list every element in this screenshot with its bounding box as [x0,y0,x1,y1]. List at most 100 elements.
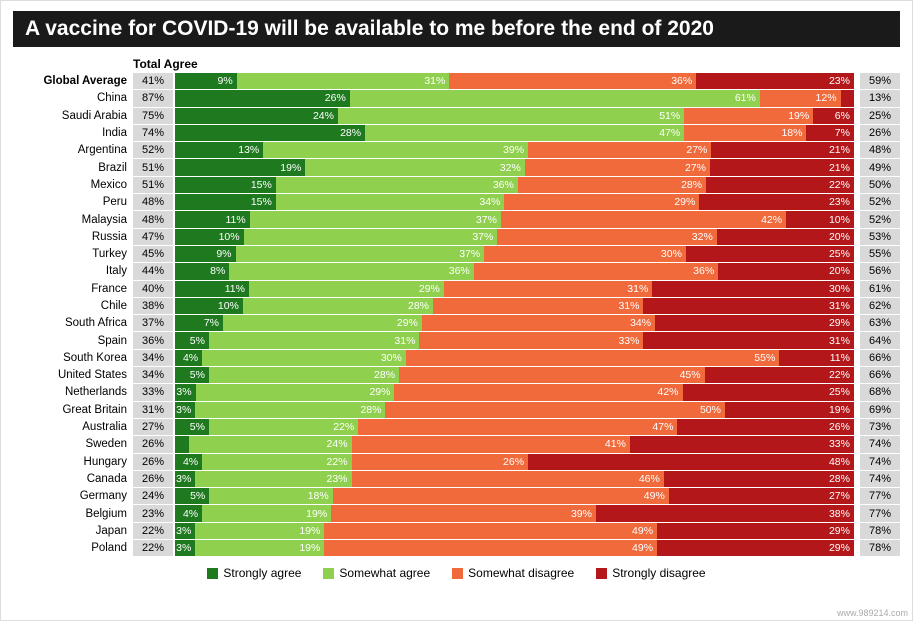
country-label: Turkey [13,248,133,260]
legend-label: Strongly disagree [612,566,705,580]
seg-strongly-agree: 19% [175,159,305,175]
country-label: Belgium [13,508,133,520]
country-label: Saudi Arabia [13,110,133,122]
total-agree-value: 48% [133,211,173,227]
legend-label: Somewhat disagree [468,566,574,580]
legend-item: Somewhat agree [323,566,430,580]
seg-somewhat-disagree: 33% [419,332,643,348]
seg-somewhat-agree: 29% [249,281,444,297]
stacked-bar: 10%37%32%20% [175,229,854,245]
table-row: Russia47%10%37%32%20%53% [13,229,900,245]
seg-somewhat-agree: 19% [202,505,331,521]
total-disagree-value: 52% [860,194,900,210]
table-row: Argentina52%13%39%27%21% 48% [13,142,900,158]
country-label: Australia [13,421,133,433]
seg-somewhat-agree: 28% [195,402,385,418]
seg-strongly-agree: 13% [175,142,263,158]
seg-somewhat-agree: 23% [195,471,351,487]
country-label: United States [13,369,133,381]
seg-somewhat-agree: 37% [236,246,485,262]
seg-somewhat-agree: 28% [243,298,433,314]
seg-strongly-agree: 15% [175,177,276,193]
seg-strongly-agree: 4% [175,505,202,521]
stacked-bar: 4%19%39%38% [175,505,854,521]
table-row: United States34%5%28%45%22%66% [13,367,900,383]
country-label: Global Average [13,75,133,87]
total-disagree-value: 64% [860,332,900,348]
country-label: Canada [13,473,133,485]
total-disagree-value: 74% [860,436,900,452]
stacked-bar: 9%37%30%25% [175,246,854,262]
total-disagree-value: 50% [860,177,900,193]
seg-strongly-agree: 3% [175,402,195,418]
total-disagree-value: 53% [860,229,900,245]
legend-item: Somewhat disagree [452,566,574,580]
total-disagree-value: 77% [860,505,900,521]
table-row: Poland22%3%19%49%29%78% [13,540,900,556]
stacked-bar: 9%31%36%23% [175,73,854,89]
stacked-bar: 24%51%19%6% [175,108,854,124]
table-row: Italy44%8%36%36%20%56% [13,263,900,279]
seg-strongly-agree: 7% [175,315,223,331]
seg-strongly-disagree: 31% [643,298,853,314]
seg-strongly-disagree: 22% [706,177,854,193]
country-label: China [13,92,133,104]
seg-strongly-disagree: 29% [655,315,854,331]
country-label: Japan [13,525,133,537]
seg-somewhat-disagree: 32% [497,229,716,245]
total-agree-value: 38% [133,298,173,314]
total-agree-value: 36% [133,332,173,348]
table-row: Brazil51%19%32%27%21%49% [13,159,900,175]
seg-somewhat-agree: 22% [202,454,351,470]
seg-somewhat-disagree: 29% [504,194,699,210]
legend-swatch [323,568,334,579]
stacked-bar: 13%39%27%21% [175,142,854,158]
seg-strongly-disagree: 6% [813,108,854,124]
seg-somewhat-agree: 34% [276,194,505,210]
total-disagree-value: 62% [860,298,900,314]
table-row: China87%26%61%12%13% [13,90,900,106]
seg-somewhat-agree: 37% [250,211,501,227]
seg-somewhat-disagree: 49% [333,488,669,504]
total-agree-value: 74% [133,125,173,141]
seg-somewhat-disagree: 49% [324,540,657,556]
total-disagree-value: 66% [860,367,900,383]
total-agree-value: 31% [133,402,173,418]
seg-somewhat-agree: 37% [244,229,498,245]
seg-strongly-agree: 3% [175,523,195,539]
country-label: Argentina [13,144,133,156]
rows-container: Global Average41%9%31%36%23%59%China87%2… [13,73,900,556]
seg-somewhat-agree: 29% [223,315,422,331]
total-agree-value: 45% [133,246,173,262]
seg-strongly-disagree: 20% [717,229,854,245]
total-disagree-value: 74% [860,471,900,487]
seg-strongly-agree: 3% [175,471,195,487]
seg-somewhat-disagree: 36% [474,263,718,279]
table-row: Saudi Arabia75%24%51%19%6%25% [13,108,900,124]
seg-strongly-agree: 15% [175,194,276,210]
stacked-bar: 3%29%42%25% [175,384,854,400]
country-label: Brazil [13,162,133,174]
stacked-bar: 5%18%49%27% [175,488,854,504]
table-row: Japan22%3%19%49%29%78% [13,523,900,539]
total-agree-value: 24% [133,488,173,504]
seg-strongly-disagree: 33% [630,436,854,452]
table-row: Global Average41%9%31%36%23%59% [13,73,900,89]
seg-strongly-agree: 11% [175,211,250,227]
legend-swatch [596,568,607,579]
country-label: Italy [13,265,133,277]
seg-strongly-disagree: 23% [699,194,854,210]
seg-somewhat-disagree: 12% [760,90,841,106]
country-label: Mexico [13,179,133,191]
country-label: Chile [13,300,133,312]
table-row: Mexico51%15%36%28%22%50% [13,177,900,193]
stacked-bar: 3%19%49%29% [175,540,854,556]
seg-somewhat-disagree: 31% [444,281,652,297]
total-agree-value: 33% [133,384,173,400]
seg-strongly-disagree: 29% [657,540,854,556]
legend: Strongly agreeSomewhat agreeSomewhat dis… [13,566,900,580]
total-disagree-value: 48% [860,142,900,158]
legend-item: Strongly disagree [596,566,705,580]
total-agree-value: 52% [133,142,173,158]
table-row: Chile38%10%28%31%31%62% [13,298,900,314]
